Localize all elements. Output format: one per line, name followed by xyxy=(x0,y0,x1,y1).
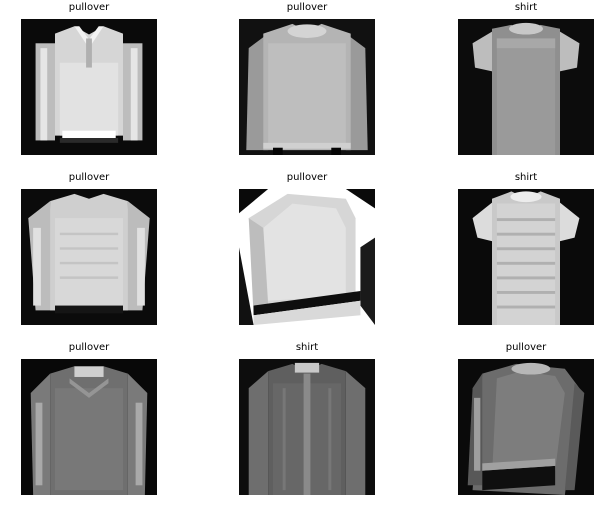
image-label: pullover xyxy=(68,172,110,183)
image-label: pullover xyxy=(68,342,110,353)
garment-image xyxy=(21,189,157,325)
image-label: shirt xyxy=(514,172,538,183)
garment-image xyxy=(21,359,157,495)
image-label: shirt xyxy=(514,2,538,13)
garment-image xyxy=(458,359,594,495)
image-label: pullover xyxy=(286,172,328,183)
garment-image xyxy=(239,359,375,495)
garment-image xyxy=(239,189,375,325)
image-label: shirt xyxy=(295,342,319,353)
image-label: pullover xyxy=(286,2,328,13)
image-label: pullover xyxy=(68,2,110,13)
garment-image xyxy=(21,19,157,155)
garment-image xyxy=(239,19,375,155)
image-label: pullover xyxy=(505,342,547,353)
garment-image xyxy=(458,189,594,325)
garment-image xyxy=(458,19,594,155)
